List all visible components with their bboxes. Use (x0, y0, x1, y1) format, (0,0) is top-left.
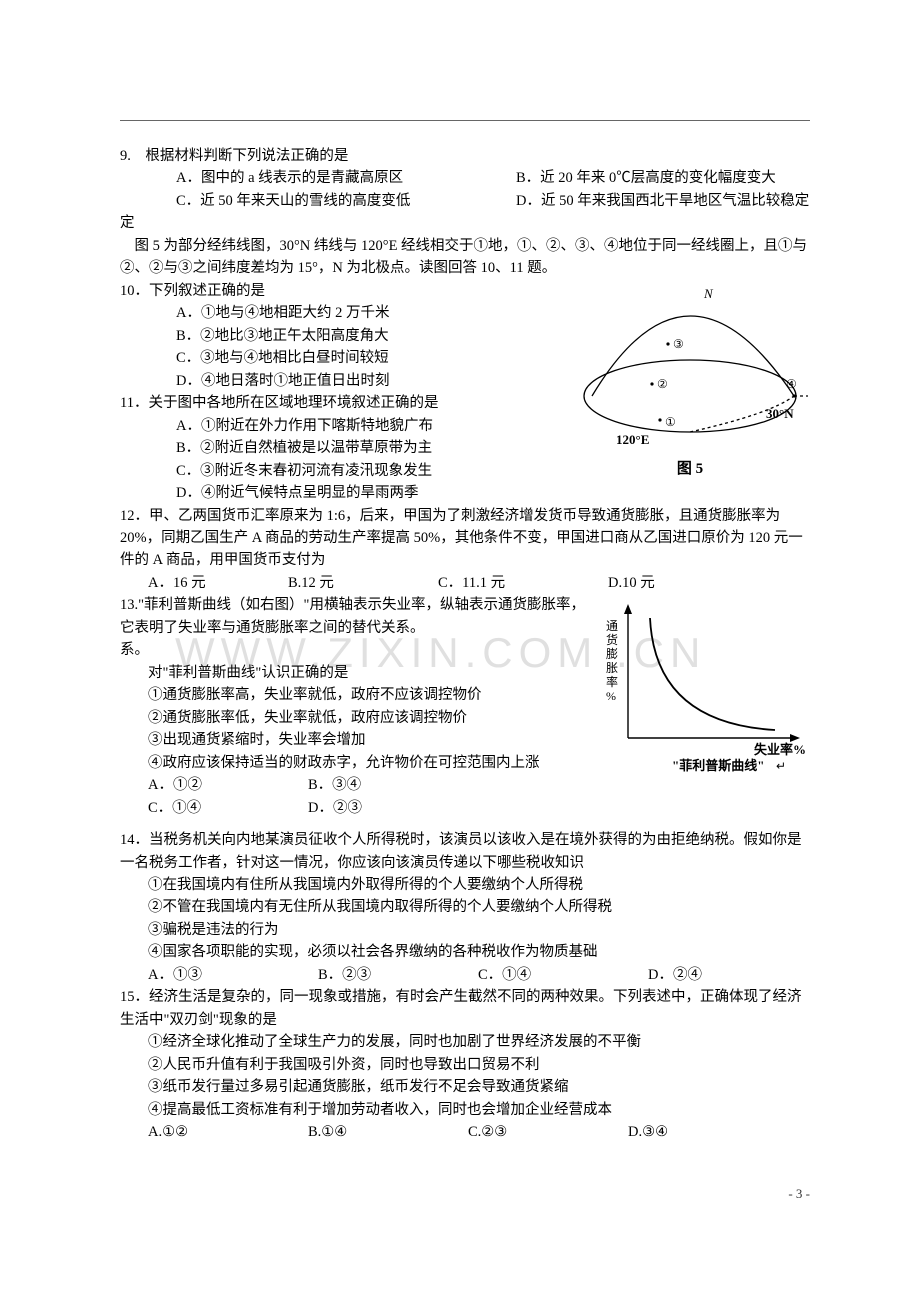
q11-opt-d: D．④附近气候特点呈明显的旱雨两季 (120, 482, 810, 504)
page-number: - 3 - (120, 1144, 810, 1204)
q13-row-ab: A．①② B．③④ (120, 774, 590, 796)
q14-stem: 14．当税务机关向内地某演员征收个人所得税时，该演员以该收入是在境外获得的为由拒… (120, 829, 810, 874)
q15-o1: ①经济全球化推动了全球生产力的发展，同时也加剧了世界经济发展的不平衡 (120, 1031, 810, 1053)
page: WWW.ZIXIN.COM .CN 9. 根据材料判断下列说法正确的是 A．图中… (0, 0, 920, 1264)
q13-opt-d: D．②③ (308, 797, 362, 819)
q11-opt-c: C．③附近冬末春初河流有凌汛现象发生 (120, 460, 810, 482)
q14-o1: ①在我国境内有住所从我国境内外取得所得的个人要缴纳个人所得税 (120, 874, 810, 896)
q14-o3: ③骗税是违法的行为 (120, 919, 810, 941)
q12-opt-d: D.10 元 (608, 572, 655, 594)
q15-opt-c: C.②③ (468, 1121, 628, 1143)
q13-lead: 对"菲利普斯曲线"认识正确的是 (120, 662, 810, 684)
q9-opt-c: C．近 50 年来天山的雪线的高度变低 (176, 190, 516, 212)
q12-stem: 12．甲、乙两国货币汇率原来为 1:6，后来，甲国为了刺激经济增发货币导致通货膨… (120, 505, 810, 572)
q12-opt-c: C．11.1 元 (438, 572, 608, 594)
q10-opt-b: B．②地比③地正午太阳高度角大 (120, 325, 810, 347)
q9-opt-d-tail: 定 (120, 212, 810, 234)
q13-opt-a: A．①② (148, 774, 308, 796)
q15-o4: ④提高最低工资标准有利于增加劳动者收入，同时也会增加企业经营成本 (120, 1099, 810, 1121)
q10-opt-a: A．①地与④地相距大约 2 万千米 (120, 302, 810, 324)
q13-o4: ④政府应该保持适当的财政赤字，允许物价在可控范围内上涨 (120, 752, 810, 774)
q9-row-ab: A．图中的 a 线表示的是青藏高原区 B．近 20 年来 0℃层高度的变化幅度变… (120, 167, 810, 189)
q13-row-cd: C．①④ D．②③ (120, 797, 810, 819)
q10-opt-d: D．④地日落时①地正值日出时刻 (120, 370, 810, 392)
q9-opt-a: A．图中的 a 线表示的是青藏高原区 (176, 167, 516, 189)
q10-stem: 10．下列叙述正确的是 (120, 280, 810, 302)
q15-opt-b: B.①④ (308, 1121, 468, 1143)
q12-opt-b: B.12 元 (288, 572, 438, 594)
q9-row-cd: C．近 50 年来天山的雪线的高度变低 D．近 50 年来我国西北干旱地区气温比… (120, 190, 810, 212)
q13-opt-c: C．①④ (148, 797, 308, 819)
q14-opt-b: B．②③ (318, 964, 478, 986)
q15-options: A.①② B.①④ C.②③ D.③④ (120, 1121, 810, 1143)
q14-opt-c: C．①④ (478, 964, 648, 986)
q15-opt-d: D.③④ (628, 1121, 668, 1143)
q14-opt-d: D．②④ (648, 964, 702, 986)
q13-opt-b: B．③④ (308, 774, 361, 796)
q13-o1: ①通货膨胀率高，失业率就低，政府不应该调控物价 (120, 684, 810, 706)
q13-o2: ②通货膨胀率低，失业率就低，政府应该调控物价 (120, 707, 810, 729)
top-rule (120, 120, 810, 121)
q12-options: A．16 元 B.12 元 C．11.1 元 D.10 元 (120, 572, 810, 594)
q12-opt-a: A．16 元 (148, 572, 288, 594)
q11-stem: 11．关于图中各地所在区域地理环境叙述正确的是 (120, 392, 810, 414)
q14-opt-a: A．①③ (148, 964, 318, 986)
q13-stem-tail: 系。 (120, 639, 810, 661)
q9-opt-d: D．近 50 年来我国西北干旱地区气温比较稳定 (516, 190, 809, 212)
q14-o4: ④国家各项职能的实现，必须以社会各界缴纳的各种税收作为物质基础 (120, 941, 810, 963)
q15-o2: ②人民币升值有利于我国吸引外资，同时也导致出口贸易不利 (120, 1054, 810, 1076)
q15-o3: ③纸币发行量过多易引起通货膨胀，纸币发行不足会导致通货紧缩 (120, 1076, 810, 1098)
q10-opt-c: C．③地与④地相比白昼时间较短 (120, 347, 810, 369)
q9-opt-b: B．近 20 年来 0℃层高度的变化幅度变大 (516, 167, 776, 189)
q11-opt-b: B．②附近自然植被是以温带草原带为主 (120, 437, 810, 459)
q13-stem: 13."菲利普斯曲线（如右图）"用横轴表示失业率，纵轴表示通货膨胀率，它表明了失… (120, 594, 810, 639)
q14-options: A．①③ B．②③ C．①④ D．②④ (120, 964, 810, 986)
q14-o2: ②不管在我国境内有无住所从我国境内取得所得的个人要缴纳个人所得税 (120, 896, 810, 918)
q13-o3: ③出现通货紧缩时，失业率会增加 (120, 729, 810, 751)
q9-stem: 9. 根据材料判断下列说法正确的是 (120, 145, 810, 167)
q15-stem: 15．经济生活是复杂的，同一现象或措施，有时会产生截然不同的两种效果。下列表述中… (120, 986, 810, 1031)
q11-opt-a: A．①附近在外力作用下喀斯特地貌广布 (120, 415, 810, 437)
q10-11-intro: 图 5 为部分经纬线图，30°N 纬线与 120°E 经线相交于①地，①、②、③… (120, 235, 810, 280)
q15-opt-a: A.①② (148, 1121, 308, 1143)
